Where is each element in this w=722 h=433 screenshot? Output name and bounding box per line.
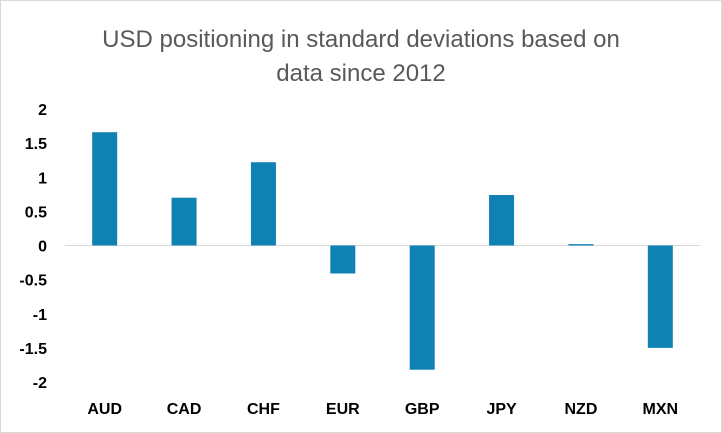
y-tick-label: -1 — [33, 307, 47, 324]
x-tick-label: NZD — [564, 401, 597, 418]
bar-aud — [92, 132, 118, 246]
x-tick-label: EUR — [326, 401, 360, 418]
y-tick-label: -1.5 — [19, 341, 47, 358]
x-tick-label: JPY — [486, 401, 517, 418]
x-tick-label: GBP — [405, 401, 440, 418]
x-tick-label: MXN — [643, 401, 679, 418]
y-tick-label: -0.5 — [19, 273, 47, 290]
x-tick-label: AUD — [87, 401, 122, 418]
x-tick-label: CAD — [167, 401, 202, 418]
y-tick-label: -2 — [33, 375, 47, 392]
x-tick-labels: AUD CAD CHF EUR GBP JPY NZD MXN — [87, 401, 678, 418]
chart-title: USD positioning in standard deviations b… — [102, 26, 620, 87]
bar-eur — [330, 245, 356, 274]
y-tick-label: 1.5 — [25, 136, 47, 153]
bar-nzd — [568, 244, 594, 246]
bar-cad — [171, 197, 197, 246]
y-tick-label: 2 — [38, 102, 47, 119]
bar-layer — [92, 132, 673, 370]
y-tick-label: 1 — [38, 170, 47, 187]
bar-mxn — [647, 245, 673, 348]
y-tick-label: 0 — [38, 239, 47, 256]
bar-jpy — [489, 194, 515, 246]
bar-chf — [250, 162, 276, 246]
bar-gbp — [409, 245, 435, 370]
x-tick-label: CHF — [247, 401, 280, 418]
y-tick-label: 0.5 — [25, 204, 47, 221]
y-tick-labels: 2 1.5 1 0.5 0 -0.5 -1 -1.5 -2 — [19, 102, 47, 392]
